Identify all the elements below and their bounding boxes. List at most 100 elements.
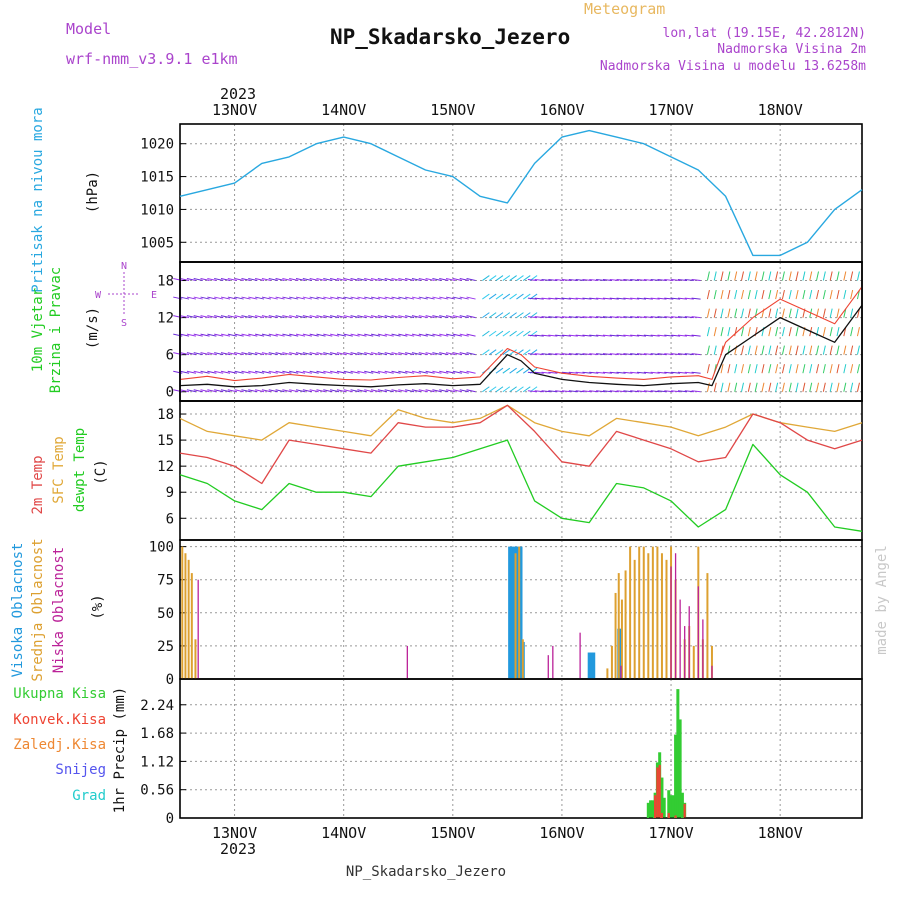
pressure-panel: 1005 1010 1015 1020 <box>140 123 863 263</box>
wind-barb <box>214 333 224 337</box>
wind-barb <box>482 349 490 356</box>
wind-barb <box>364 370 374 374</box>
wind-barb <box>684 334 694 337</box>
wind-barb <box>488 312 497 319</box>
wind-barb <box>575 316 585 319</box>
wind-barb <box>741 289 745 300</box>
wind-barb <box>241 389 251 393</box>
wind-barb <box>781 345 785 355</box>
wind-barb <box>643 390 653 393</box>
cloud-panel: 0 25 50 75 100 <box>149 539 863 688</box>
wind-barb <box>482 275 490 281</box>
wind-barb <box>495 275 504 281</box>
precip-bar-total <box>660 777 664 818</box>
wind-barb <box>548 297 558 300</box>
wind-barb <box>677 334 688 337</box>
cloud-bar-high <box>512 546 516 679</box>
wind-barb <box>850 308 854 318</box>
wind-barb <box>816 271 820 281</box>
wind-barb <box>623 316 633 319</box>
wind-barb <box>555 334 565 337</box>
wind-barb <box>370 389 381 393</box>
wind-barb <box>575 390 585 393</box>
wind-barb <box>316 315 326 319</box>
wind-barb <box>657 353 667 356</box>
wind-barb <box>561 279 572 282</box>
precip-legend-total: Ukupna Kisa <box>13 686 106 702</box>
wind-barb <box>575 334 585 337</box>
cloud-bar-mid <box>184 553 187 679</box>
wind-barb <box>405 315 415 319</box>
wind-barb <box>398 333 408 337</box>
wind-barb <box>255 296 265 300</box>
wind-barb <box>220 278 231 282</box>
y-tick-label: 25 <box>157 639 174 655</box>
wind-barb <box>268 370 278 374</box>
wind-barb <box>643 297 653 300</box>
y-tick-label: 0.56 <box>140 783 174 799</box>
wind-barb <box>425 370 435 374</box>
wind-barb <box>727 308 731 318</box>
wind-barb <box>616 279 626 282</box>
wind-barb <box>186 278 197 282</box>
wind-barb <box>788 364 792 374</box>
wind-barb <box>664 353 674 356</box>
wind-barb <box>227 352 237 356</box>
wind-barb <box>677 371 688 374</box>
cloud-bar-mid <box>706 573 709 679</box>
wind-barb <box>768 289 772 300</box>
wind-barb <box>788 345 792 355</box>
wind-barb <box>509 312 517 319</box>
wind-barb <box>555 279 565 282</box>
precip-bar-total <box>662 797 666 818</box>
wind-barb <box>754 345 758 355</box>
wind-barb <box>459 352 469 356</box>
wind-barb <box>781 327 785 337</box>
wind-barb <box>343 315 353 319</box>
wind-barb <box>684 353 694 356</box>
wind-barb <box>220 315 231 319</box>
wind-barb <box>664 279 674 282</box>
wind-barb <box>186 352 197 356</box>
wind-barb <box>561 316 572 319</box>
wind-barb <box>589 297 599 300</box>
precip-legend-conv: Konvek.Kisa <box>13 712 106 728</box>
wind-barb <box>775 271 779 281</box>
wind-barb <box>241 278 251 282</box>
wind-barb <box>802 364 806 374</box>
wind-barb <box>589 390 599 393</box>
wind-barb <box>364 278 374 282</box>
wind-barb <box>418 315 428 319</box>
wind-barb <box>439 296 449 300</box>
wind-barb <box>541 279 551 282</box>
pressure-line <box>179 129 863 257</box>
wind-barb <box>384 333 394 337</box>
wind-barb <box>234 315 244 319</box>
wind-barb <box>589 334 599 337</box>
y-tick-label: 100 <box>149 540 174 556</box>
wind-barb <box>482 386 490 393</box>
wind-barb <box>466 296 476 300</box>
compass-s-label: S <box>121 318 127 329</box>
wind-barb <box>207 352 217 356</box>
wind-barb <box>323 370 333 374</box>
wind-barb <box>568 297 578 300</box>
wind-barb <box>405 352 415 356</box>
wind-barb <box>343 278 353 282</box>
cloud-bar-low <box>684 626 686 679</box>
wind-barb <box>193 278 203 282</box>
wind-compass-icon: N S W E <box>95 261 157 329</box>
wind-barb <box>650 371 660 374</box>
model-name: wrf-nmm_v3.9.1 e1km <box>66 50 238 68</box>
wind-barb <box>643 334 653 337</box>
wind-barb <box>336 333 347 337</box>
wind-barb <box>795 271 799 281</box>
wind-barb <box>568 334 578 337</box>
wind-barb <box>377 315 387 319</box>
wind-barb <box>575 279 585 282</box>
wind-barb <box>671 371 681 374</box>
bottom-day-label: 16NOV <box>539 824 584 842</box>
cloud-bar-mid <box>190 573 193 679</box>
wind-barb <box>452 315 463 319</box>
wind-barb <box>411 333 422 337</box>
